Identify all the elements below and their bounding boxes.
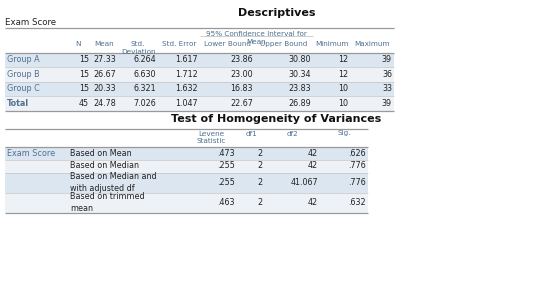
Text: 26.89: 26.89 <box>288 99 311 108</box>
Text: 42: 42 <box>308 149 318 157</box>
Text: 23.86: 23.86 <box>231 55 253 64</box>
Text: Lower Bound: Lower Bound <box>204 41 251 47</box>
Bar <box>5 52 394 67</box>
Bar <box>5 67 394 81</box>
Text: Exam Score: Exam Score <box>7 149 55 157</box>
Text: .626: .626 <box>348 149 366 157</box>
Text: .776: .776 <box>348 162 366 170</box>
Bar <box>5 160 368 173</box>
Text: Test of Homogeneity of Variances: Test of Homogeneity of Variances <box>171 115 382 125</box>
Text: 15: 15 <box>79 70 89 79</box>
Text: N: N <box>75 41 81 47</box>
Text: 6.630: 6.630 <box>133 70 156 79</box>
Text: 33: 33 <box>382 84 392 93</box>
Text: Std.
Deviation: Std. Deviation <box>121 41 155 54</box>
Text: Levene
Statistic: Levene Statistic <box>196 131 226 144</box>
Bar <box>5 96 394 110</box>
Text: 12: 12 <box>338 55 348 64</box>
Text: Sig.: Sig. <box>337 131 351 136</box>
Text: 42: 42 <box>308 198 318 207</box>
Text: Group B: Group B <box>7 70 40 79</box>
Text: 23.83: 23.83 <box>288 84 311 93</box>
Text: .255: .255 <box>217 162 235 170</box>
Text: 2: 2 <box>258 162 263 170</box>
Text: 2: 2 <box>258 198 263 207</box>
Text: 15: 15 <box>79 55 89 64</box>
Text: 1.632: 1.632 <box>175 84 198 93</box>
Text: Group C: Group C <box>7 84 40 93</box>
Bar <box>5 192 368 213</box>
Text: 45: 45 <box>79 99 89 108</box>
Text: 6.264: 6.264 <box>133 55 156 64</box>
Text: .632: .632 <box>348 198 366 207</box>
Text: 22.67: 22.67 <box>230 99 253 108</box>
Text: 26.67: 26.67 <box>93 70 116 79</box>
Text: Descriptives: Descriptives <box>238 8 315 18</box>
Text: 7.026: 7.026 <box>133 99 156 108</box>
Text: 27.33: 27.33 <box>93 55 116 64</box>
Text: Mean: Mean <box>95 41 114 47</box>
Text: 23.00: 23.00 <box>231 70 253 79</box>
Text: 12: 12 <box>338 70 348 79</box>
Text: 36: 36 <box>382 70 392 79</box>
Text: 42: 42 <box>308 162 318 170</box>
Text: 95% Confidence Interval for
Mean: 95% Confidence Interval for Mean <box>206 31 307 44</box>
Text: Minimum: Minimum <box>315 41 348 47</box>
Text: 10: 10 <box>338 99 348 108</box>
Text: Based on Median and
with adjusted df: Based on Median and with adjusted df <box>70 173 156 193</box>
Text: Exam Score: Exam Score <box>5 18 56 27</box>
Text: 15: 15 <box>79 84 89 93</box>
Text: 24.78: 24.78 <box>93 99 116 108</box>
Text: 16.83: 16.83 <box>231 84 253 93</box>
Text: 2: 2 <box>258 149 263 157</box>
Bar <box>5 81 394 96</box>
Text: 20.33: 20.33 <box>93 84 116 93</box>
Bar <box>5 147 368 160</box>
Text: Total: Total <box>7 99 29 108</box>
Text: Maximum: Maximum <box>354 41 390 47</box>
Text: 1.712: 1.712 <box>175 70 198 79</box>
Text: 6.321: 6.321 <box>133 84 156 93</box>
Text: 30.34: 30.34 <box>289 70 311 79</box>
Text: 39: 39 <box>382 99 392 108</box>
Text: 10: 10 <box>338 84 348 93</box>
Text: .255: .255 <box>217 178 235 187</box>
Bar <box>5 173 368 192</box>
Text: 39: 39 <box>382 55 392 64</box>
Text: Std. Error: Std. Error <box>162 41 196 47</box>
Text: .776: .776 <box>348 178 366 187</box>
Text: 2: 2 <box>258 178 263 187</box>
Text: 30.80: 30.80 <box>289 55 311 64</box>
Text: Based on Mean: Based on Mean <box>70 149 132 157</box>
Text: .473: .473 <box>217 149 235 157</box>
Text: df2: df2 <box>286 131 299 136</box>
Text: Based on trimmed
mean: Based on trimmed mean <box>70 192 145 213</box>
Text: df1: df1 <box>245 131 257 136</box>
Text: .463: .463 <box>217 198 235 207</box>
Text: 1.047: 1.047 <box>175 99 198 108</box>
Text: Group A: Group A <box>7 55 40 64</box>
Text: 41.067: 41.067 <box>290 178 318 187</box>
Text: Upper Bound: Upper Bound <box>260 41 307 47</box>
Text: 1.617: 1.617 <box>175 55 198 64</box>
Text: Based on Median: Based on Median <box>70 162 139 170</box>
